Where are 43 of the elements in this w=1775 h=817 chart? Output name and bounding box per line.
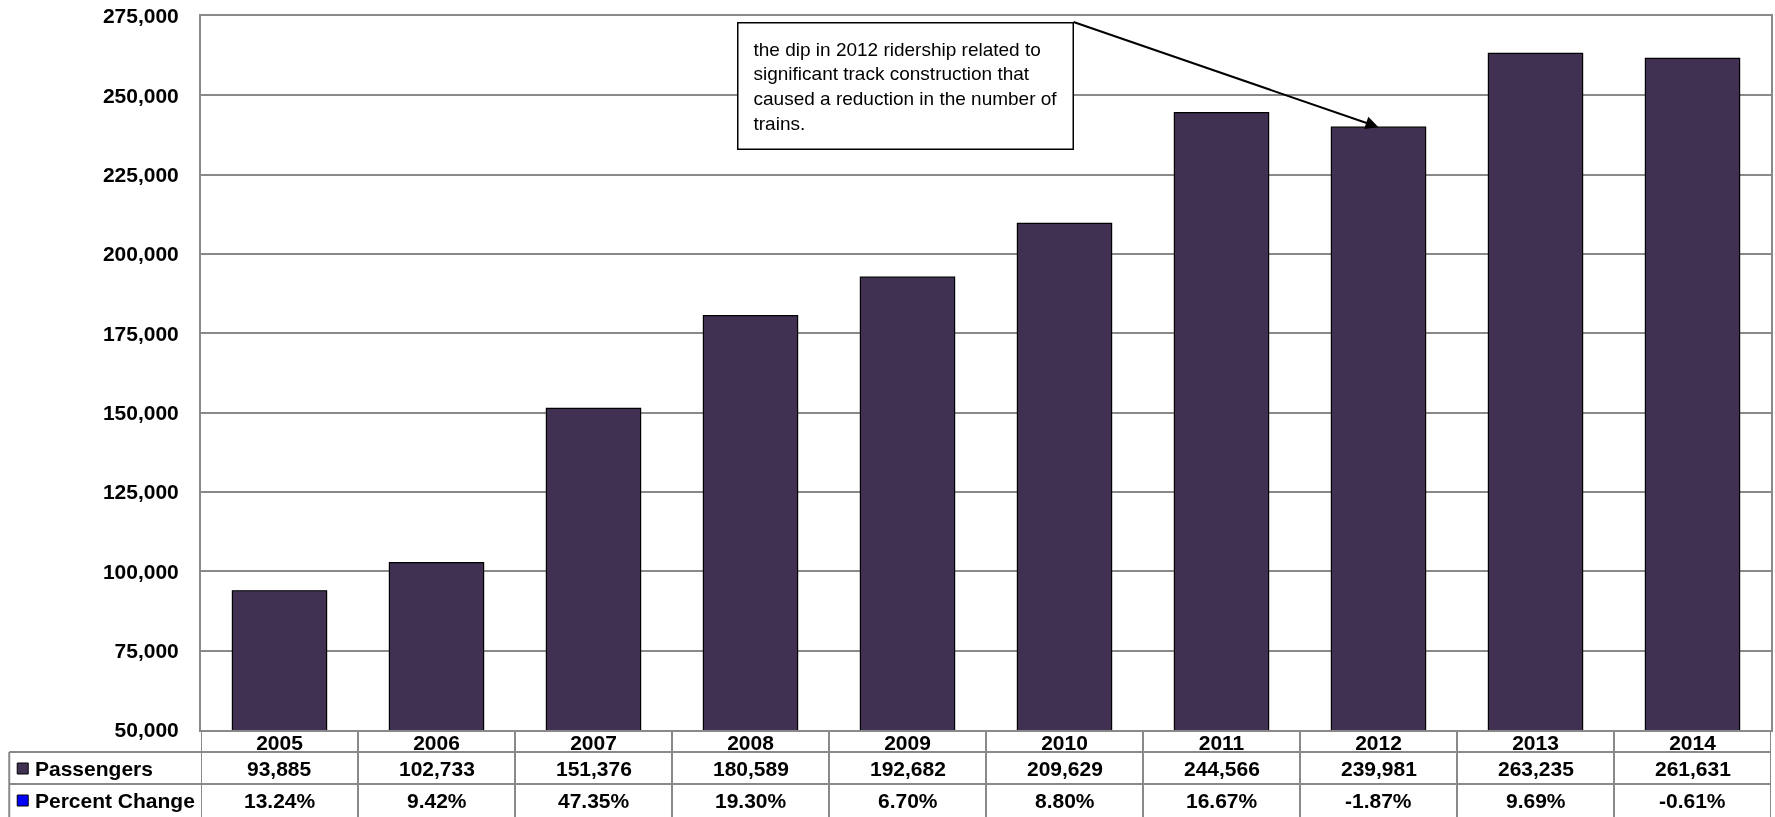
data-label: -1.87% bbox=[1345, 789, 1412, 812]
legend-label: Percent Change bbox=[35, 789, 195, 812]
data-label: 151,376 bbox=[556, 757, 632, 780]
data-label: 261,631 bbox=[1655, 757, 1732, 780]
x-tick-label: 2006 bbox=[413, 731, 460, 755]
data-label: 93,885 bbox=[247, 757, 312, 780]
data-label: -0.61% bbox=[1659, 789, 1726, 812]
x-tick-label: 2008 bbox=[727, 731, 775, 755]
y-tick-label: 150,000 bbox=[102, 401, 179, 425]
x-tick-label: 2014 bbox=[1669, 731, 1717, 755]
y-tick-label: 200,000 bbox=[102, 242, 179, 266]
y-tick-label: 75,000 bbox=[114, 639, 179, 663]
y-tick-label: 100,000 bbox=[102, 559, 179, 583]
y-tick-label: 275,000 bbox=[102, 4, 179, 28]
y-tick-label: 225,000 bbox=[102, 163, 179, 187]
y-tick-label: 50,000 bbox=[114, 718, 179, 742]
data-label: 6.70% bbox=[878, 789, 938, 812]
data-label: 192,682 bbox=[870, 757, 946, 780]
y-tick-label: 250,000 bbox=[102, 83, 179, 107]
y-tick-label: 175,000 bbox=[102, 321, 179, 345]
data-label: 244,566 bbox=[1184, 757, 1260, 780]
annotation: the dip in 2012 ridership related to significant track construction that caused a reduction in the number of trains. bbox=[753, 38, 1058, 134]
x-tick-label: 2009 bbox=[884, 731, 931, 755]
data-label: 209,629 bbox=[1027, 757, 1103, 780]
data-label: 8.80% bbox=[1035, 789, 1095, 812]
x-tick-label: 2012 bbox=[1355, 731, 1402, 755]
data-label: 16.67% bbox=[1186, 789, 1258, 812]
data-label: 239,981 bbox=[1341, 757, 1418, 780]
data-label: 47.35% bbox=[558, 789, 630, 812]
data-label: 9.69% bbox=[1506, 789, 1566, 812]
data-label: 9.42% bbox=[407, 789, 467, 812]
x-tick-label: 2011 bbox=[1198, 731, 1245, 755]
data-label: 263,235 bbox=[1498, 757, 1575, 780]
x-tick-label: 2007 bbox=[570, 731, 617, 755]
legend-label: Passengers bbox=[35, 757, 153, 780]
x-tick-label: 2010 bbox=[1041, 731, 1088, 755]
data-label: 13.24% bbox=[244, 789, 316, 812]
data-label: 19.30% bbox=[715, 789, 787, 812]
data-label: 180,589 bbox=[713, 757, 789, 780]
y-tick-label: 125,000 bbox=[102, 480, 179, 504]
data-label: 102,733 bbox=[399, 757, 475, 780]
x-tick-label: 2013 bbox=[1512, 731, 1559, 755]
x-tick-label: 2005 bbox=[256, 731, 304, 755]
